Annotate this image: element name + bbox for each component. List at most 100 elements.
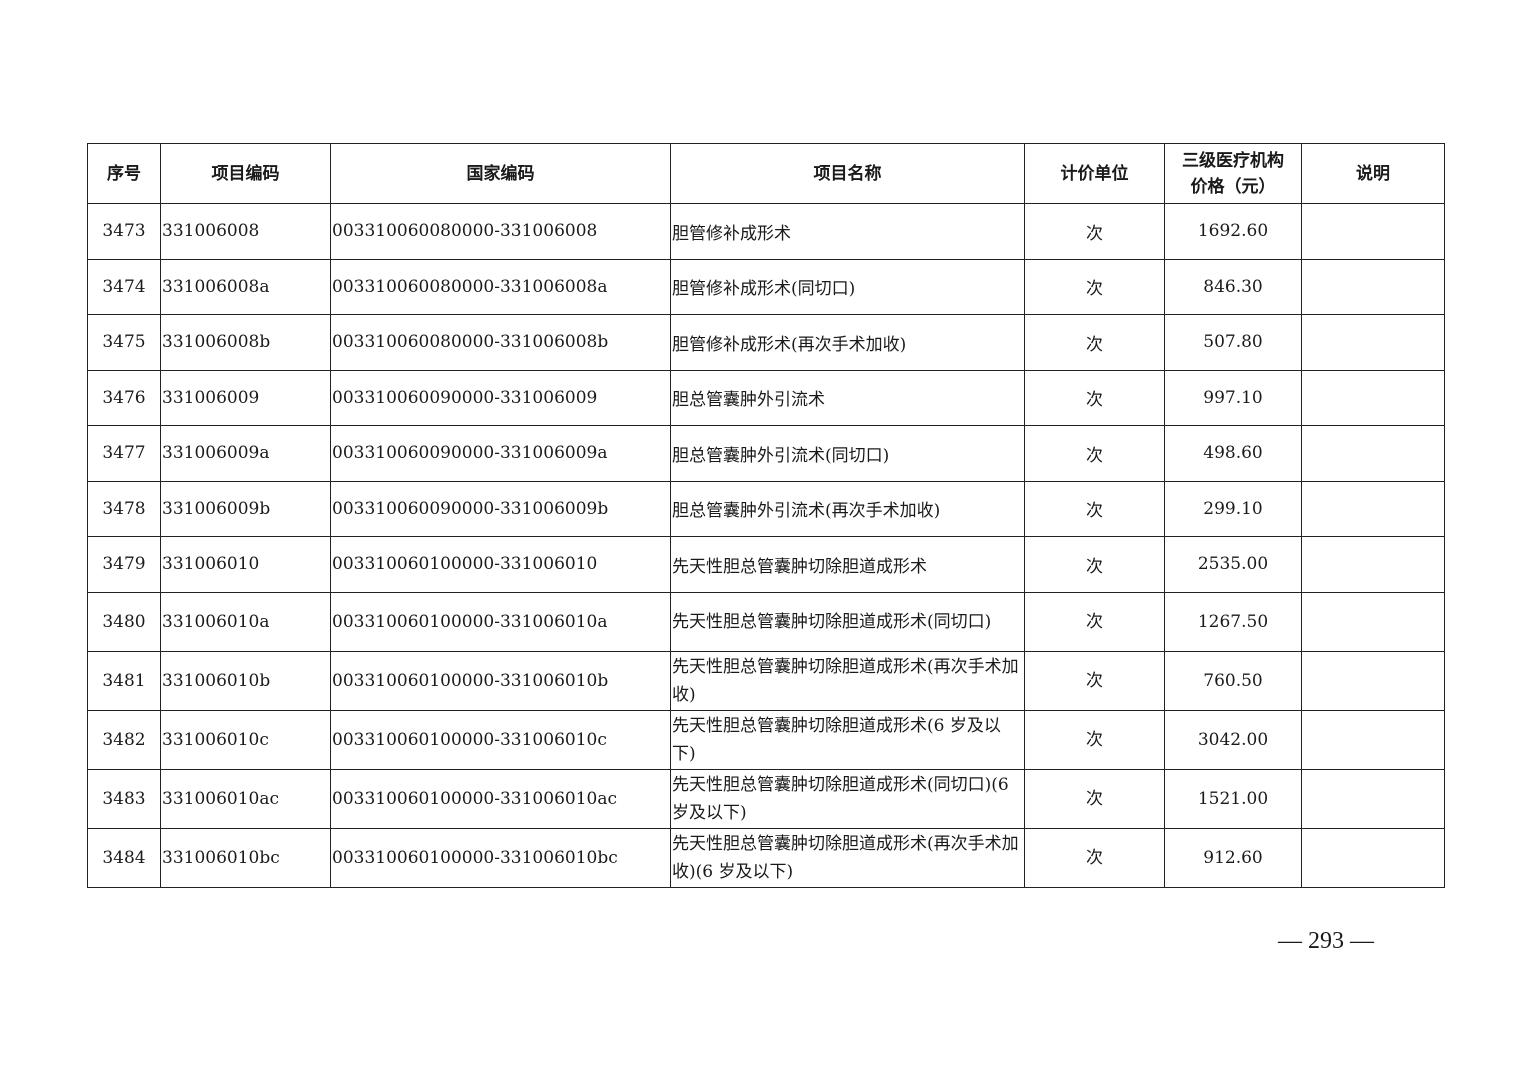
cell-code: 331006010bc [160, 827, 331, 888]
cell-no: 3484 [87, 827, 161, 888]
cell-note [1301, 258, 1445, 315]
cell-price: 997.10 [1164, 369, 1302, 426]
cell-national-code: 003310060080000-331006008a [330, 258, 671, 315]
cell-no: 3477 [87, 425, 161, 482]
cell-no: 3476 [87, 369, 161, 426]
cell-name: 先天性胆总管囊肿切除胆道成形术(再次手术加收)(6 岁及以下) [670, 827, 1025, 888]
cell-code: 331006010ac [160, 768, 331, 829]
table-row: 3481 331006010b 003310060100000-331006010b… [87, 650, 1445, 711]
cell-code: 331006009a [160, 425, 331, 482]
cell-note [1301, 650, 1445, 711]
cell-note [1301, 591, 1445, 652]
cell-unit: 次 [1024, 203, 1165, 260]
cell-note [1301, 768, 1445, 829]
cell-unit: 次 [1024, 480, 1165, 537]
cell-national-code: 003310060100000-331006010ac [330, 768, 671, 829]
cell-price: 1521.00 [1164, 768, 1302, 829]
cell-unit: 次 [1024, 650, 1165, 711]
cell-no: 3474 [87, 258, 161, 315]
cell-note [1301, 536, 1445, 593]
cell-code: 331006008a [160, 258, 331, 315]
cell-name: 胆总管囊肿外引流术 [670, 369, 1025, 426]
cell-unit: 次 [1024, 591, 1165, 652]
cell-price: 1692.60 [1164, 203, 1302, 260]
cell-name: 先天性胆总管囊肿切除胆道成形术 [670, 536, 1025, 593]
cell-unit: 次 [1024, 827, 1165, 888]
cell-price: 299.10 [1164, 480, 1302, 537]
cell-unit: 次 [1024, 768, 1165, 829]
cell-code: 331006009 [160, 369, 331, 426]
cell-note [1301, 314, 1445, 371]
cell-national-code: 003310060090000-331006009a [330, 425, 671, 482]
table-row: 3479 331006010 003310060100000-331006010 先天… [87, 536, 1445, 593]
table-row: 3480 331006010a 003310060100000-331006010a… [87, 591, 1445, 652]
cell-price: 3042.00 [1164, 709, 1302, 770]
cell-name: 胆总管囊肿外引流术(再次手术加收) [670, 480, 1025, 537]
cell-name: 先天性胆总管囊肿切除胆道成形术(6 岁及以下) [670, 709, 1025, 770]
cell-name: 先天性胆总管囊肿切除胆道成形术(同切口)(6 岁及以下) [670, 768, 1025, 829]
cell-national-code: 003310060100000-331006010c [330, 709, 671, 770]
table-row: 3473 331006008 003310060080000-331006008 胆管… [87, 203, 1445, 260]
cell-national-code: 003310060080000-331006008 [330, 203, 671, 260]
cell-code: 331006009b [160, 480, 331, 537]
table-row: 3477 331006009a 003310060090000-331006009a… [87, 425, 1445, 482]
cell-national-code: 003310060100000-331006010bc [330, 827, 671, 888]
cell-unit: 次 [1024, 258, 1165, 315]
cell-code: 331006008 [160, 203, 331, 260]
cell-national-code: 003310060090000-331006009b [330, 480, 671, 537]
price-table: 序号 项目编码 国家编码 项目名称 计价单位 三级医疗机构价格（元） 说明 34… [87, 143, 1445, 888]
header-price: 三级医疗机构价格（元） [1164, 143, 1302, 204]
cell-note [1301, 425, 1445, 482]
table-row: 3478 331006009b 003310060090000-331006009b… [87, 480, 1445, 537]
table-row: 3475 331006008b 003310060080000-331006008b… [87, 314, 1445, 371]
cell-price: 507.80 [1164, 314, 1302, 371]
cell-price: 760.50 [1164, 650, 1302, 711]
cell-price: 912.60 [1164, 827, 1302, 888]
cell-unit: 次 [1024, 425, 1165, 482]
cell-national-code: 003310060100000-331006010b [330, 650, 671, 711]
cell-no: 3483 [87, 768, 161, 829]
cell-no: 3478 [87, 480, 161, 537]
cell-price: 498.60 [1164, 425, 1302, 482]
cell-national-code: 003310060090000-331006009 [330, 369, 671, 426]
cell-price: 2535.00 [1164, 536, 1302, 593]
cell-no: 3480 [87, 591, 161, 652]
cell-code: 331006008b [160, 314, 331, 371]
cell-unit: 次 [1024, 709, 1165, 770]
cell-no: 3473 [87, 203, 161, 260]
cell-no: 3482 [87, 709, 161, 770]
cell-national-code: 003310060080000-331006008b [330, 314, 671, 371]
cell-name: 胆总管囊肿外引流术(同切口) [670, 425, 1025, 482]
cell-unit: 次 [1024, 369, 1165, 426]
cell-note [1301, 203, 1445, 260]
cell-no: 3479 [87, 536, 161, 593]
header-no: 序号 [87, 143, 161, 204]
table-body: 3473 331006008 003310060080000-331006008 胆管… [87, 203, 1445, 888]
cell-national-code: 003310060100000-331006010a [330, 591, 671, 652]
cell-name: 先天性胆总管囊肿切除胆道成形术(再次手术加收) [670, 650, 1025, 711]
cell-national-code: 003310060100000-331006010 [330, 536, 671, 593]
cell-price: 1267.50 [1164, 591, 1302, 652]
cell-note [1301, 480, 1445, 537]
cell-unit: 次 [1024, 314, 1165, 371]
cell-name: 胆管修补成形术(再次手术加收) [670, 314, 1025, 371]
cell-no: 3481 [87, 650, 161, 711]
cell-price: 846.30 [1164, 258, 1302, 315]
cell-note [1301, 709, 1445, 770]
page-number: — 293 — [1278, 928, 1374, 954]
cell-name: 胆管修补成形术 [670, 203, 1025, 260]
table-row: 3476 331006009 003310060090000-331006009 胆总… [87, 369, 1445, 426]
header-name: 项目名称 [670, 143, 1025, 204]
cell-note [1301, 827, 1445, 888]
header-unit: 计价单位 [1024, 143, 1165, 204]
header-national-code: 国家编码 [330, 143, 671, 204]
cell-code: 331006010a [160, 591, 331, 652]
table-header-row: 序号 项目编码 国家编码 项目名称 计价单位 三级医疗机构价格（元） 说明 [87, 143, 1445, 204]
cell-code: 331006010c [160, 709, 331, 770]
cell-no: 3475 [87, 314, 161, 371]
cell-unit: 次 [1024, 536, 1165, 593]
cell-name: 先天性胆总管囊肿切除胆道成形术(同切口) [670, 591, 1025, 652]
table-row: 3474 331006008a 003310060080000-331006008a… [87, 258, 1445, 315]
header-note: 说明 [1301, 143, 1445, 204]
cell-code: 331006010b [160, 650, 331, 711]
